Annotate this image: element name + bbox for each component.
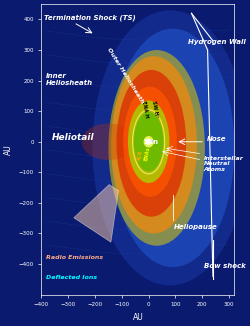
Ellipse shape xyxy=(116,70,186,217)
Ellipse shape xyxy=(144,136,154,148)
Text: Termination Shock (TS): Termination Shock (TS) xyxy=(44,15,136,22)
Text: Deflected Ions: Deflected Ions xyxy=(46,275,97,280)
Ellipse shape xyxy=(128,100,170,183)
Ellipse shape xyxy=(108,50,205,246)
Text: Hydrogen Wall: Hydrogen Wall xyxy=(188,39,246,45)
Ellipse shape xyxy=(151,140,153,142)
Ellipse shape xyxy=(123,87,177,197)
Ellipse shape xyxy=(146,139,152,145)
Text: Heliotail: Heliotail xyxy=(52,133,95,141)
Text: ACR: ACR xyxy=(136,149,143,161)
X-axis label: AU: AU xyxy=(132,313,143,322)
Text: Bow shock: Bow shock xyxy=(204,262,245,269)
Text: Radio Emissions: Radio Emissions xyxy=(46,255,103,260)
Text: ENA H: ENA H xyxy=(140,100,148,118)
Ellipse shape xyxy=(92,10,248,286)
Text: Interstellar
Neutral
Atoms: Interstellar Neutral Atoms xyxy=(204,156,244,172)
Ellipse shape xyxy=(134,112,164,171)
Text: Heliopause: Heliopause xyxy=(174,224,218,230)
Text: Sun: Sun xyxy=(144,139,159,145)
Polygon shape xyxy=(74,185,118,242)
Text: SW H⁺: SW H⁺ xyxy=(151,100,159,118)
Ellipse shape xyxy=(111,29,234,267)
Text: ENAs: ENAs xyxy=(143,146,151,161)
Text: Inner
Heliosheath: Inner Heliosheath xyxy=(46,73,93,86)
Ellipse shape xyxy=(111,56,197,233)
Y-axis label: AU: AU xyxy=(4,144,13,155)
Text: Outer Heliosheath: Outer Heliosheath xyxy=(106,47,144,104)
Text: Nose: Nose xyxy=(207,136,227,141)
Ellipse shape xyxy=(82,124,135,160)
